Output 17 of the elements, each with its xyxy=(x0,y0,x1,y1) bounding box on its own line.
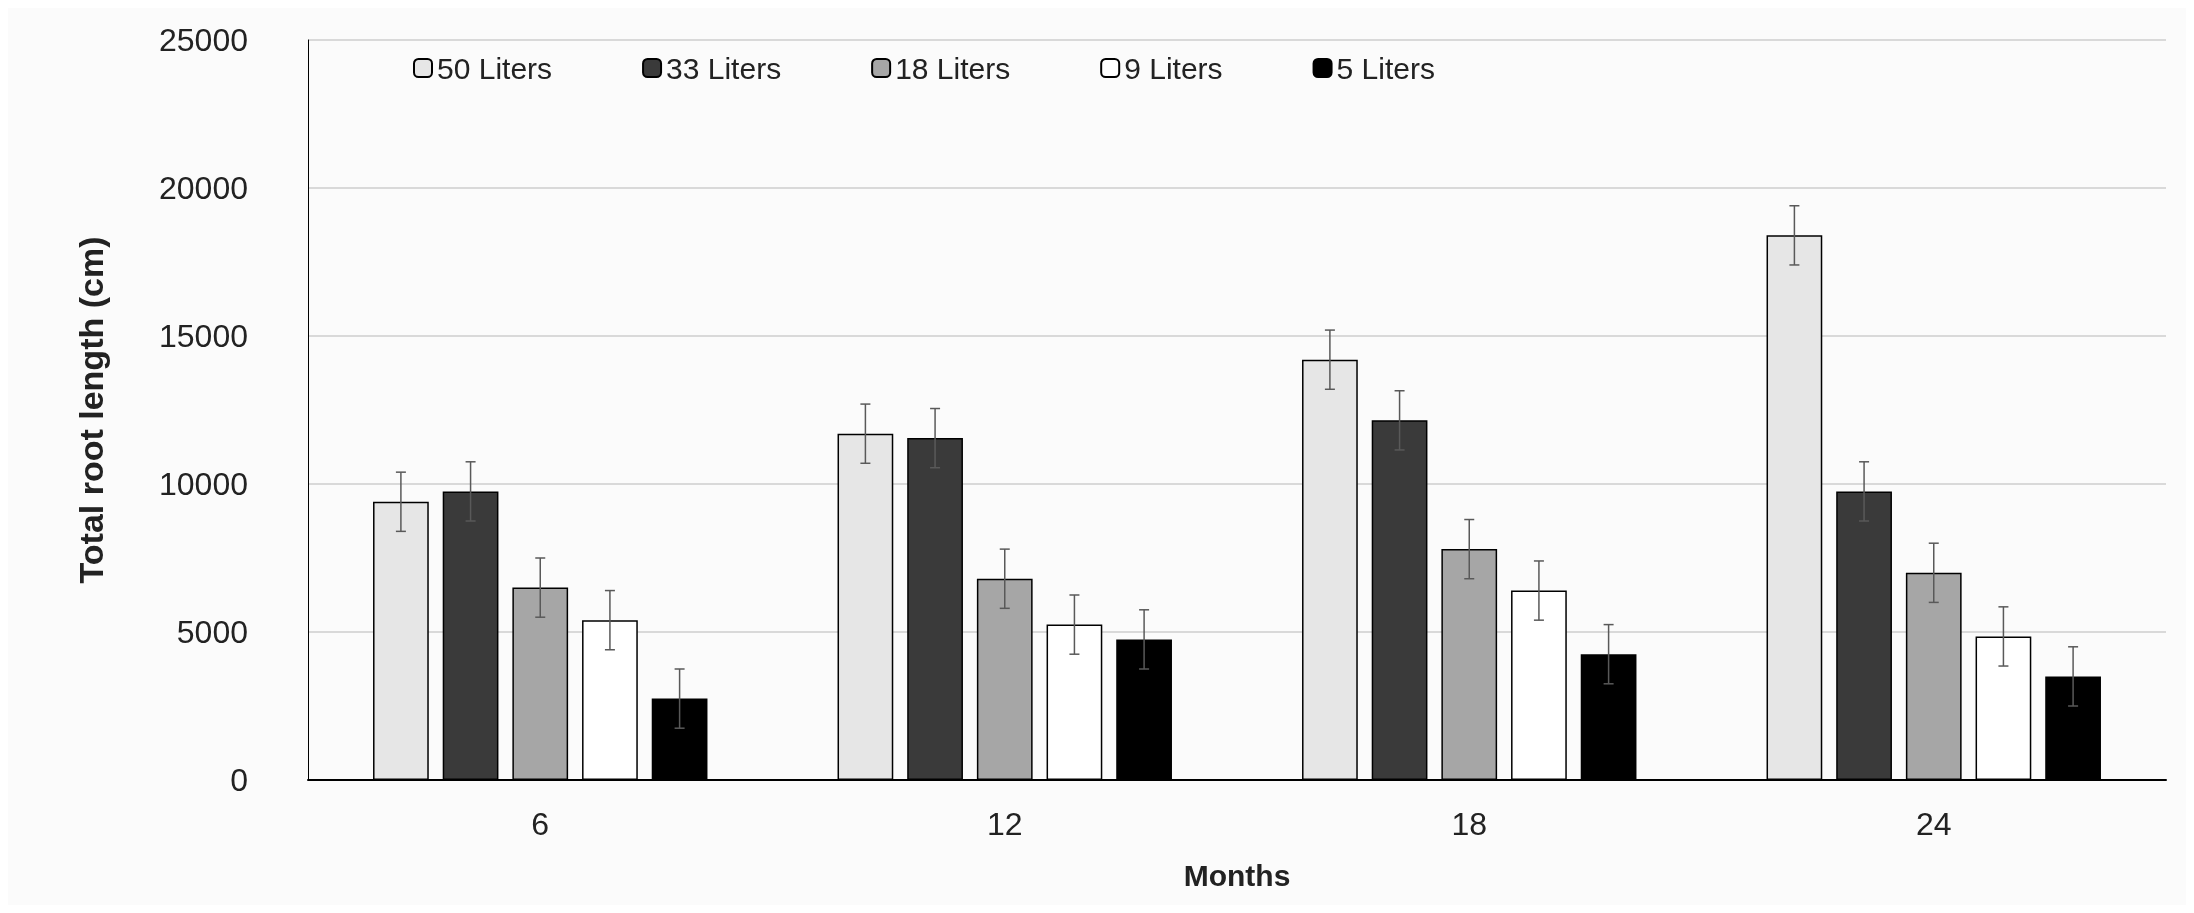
y-tick-label: 5000 xyxy=(176,614,248,650)
x-tick-label: 24 xyxy=(1915,806,1952,842)
x-tick-label: 12 xyxy=(986,806,1023,842)
x-tick-label: 6 xyxy=(531,806,550,842)
x-tick-label: 18 xyxy=(1451,806,1488,842)
legend-label: 50 Liters xyxy=(437,51,553,85)
y-axis-title: Total root length (cm) xyxy=(72,236,110,584)
y-tick-label: 25000 xyxy=(159,22,248,58)
y-tick-label: 15000 xyxy=(159,318,248,354)
y-tick-label: 20000 xyxy=(159,170,248,206)
legend-label: 18 Liters xyxy=(895,51,1011,85)
x-axis-title: Months xyxy=(1183,858,1291,892)
legend-label: 33 Liters xyxy=(666,51,782,85)
legend-label: 9 Liters xyxy=(1124,51,1223,85)
legend-label: 5 Liters xyxy=(1336,51,1435,85)
y-tick-label: 10000 xyxy=(159,466,248,502)
y-tick-label: 0 xyxy=(230,762,248,798)
